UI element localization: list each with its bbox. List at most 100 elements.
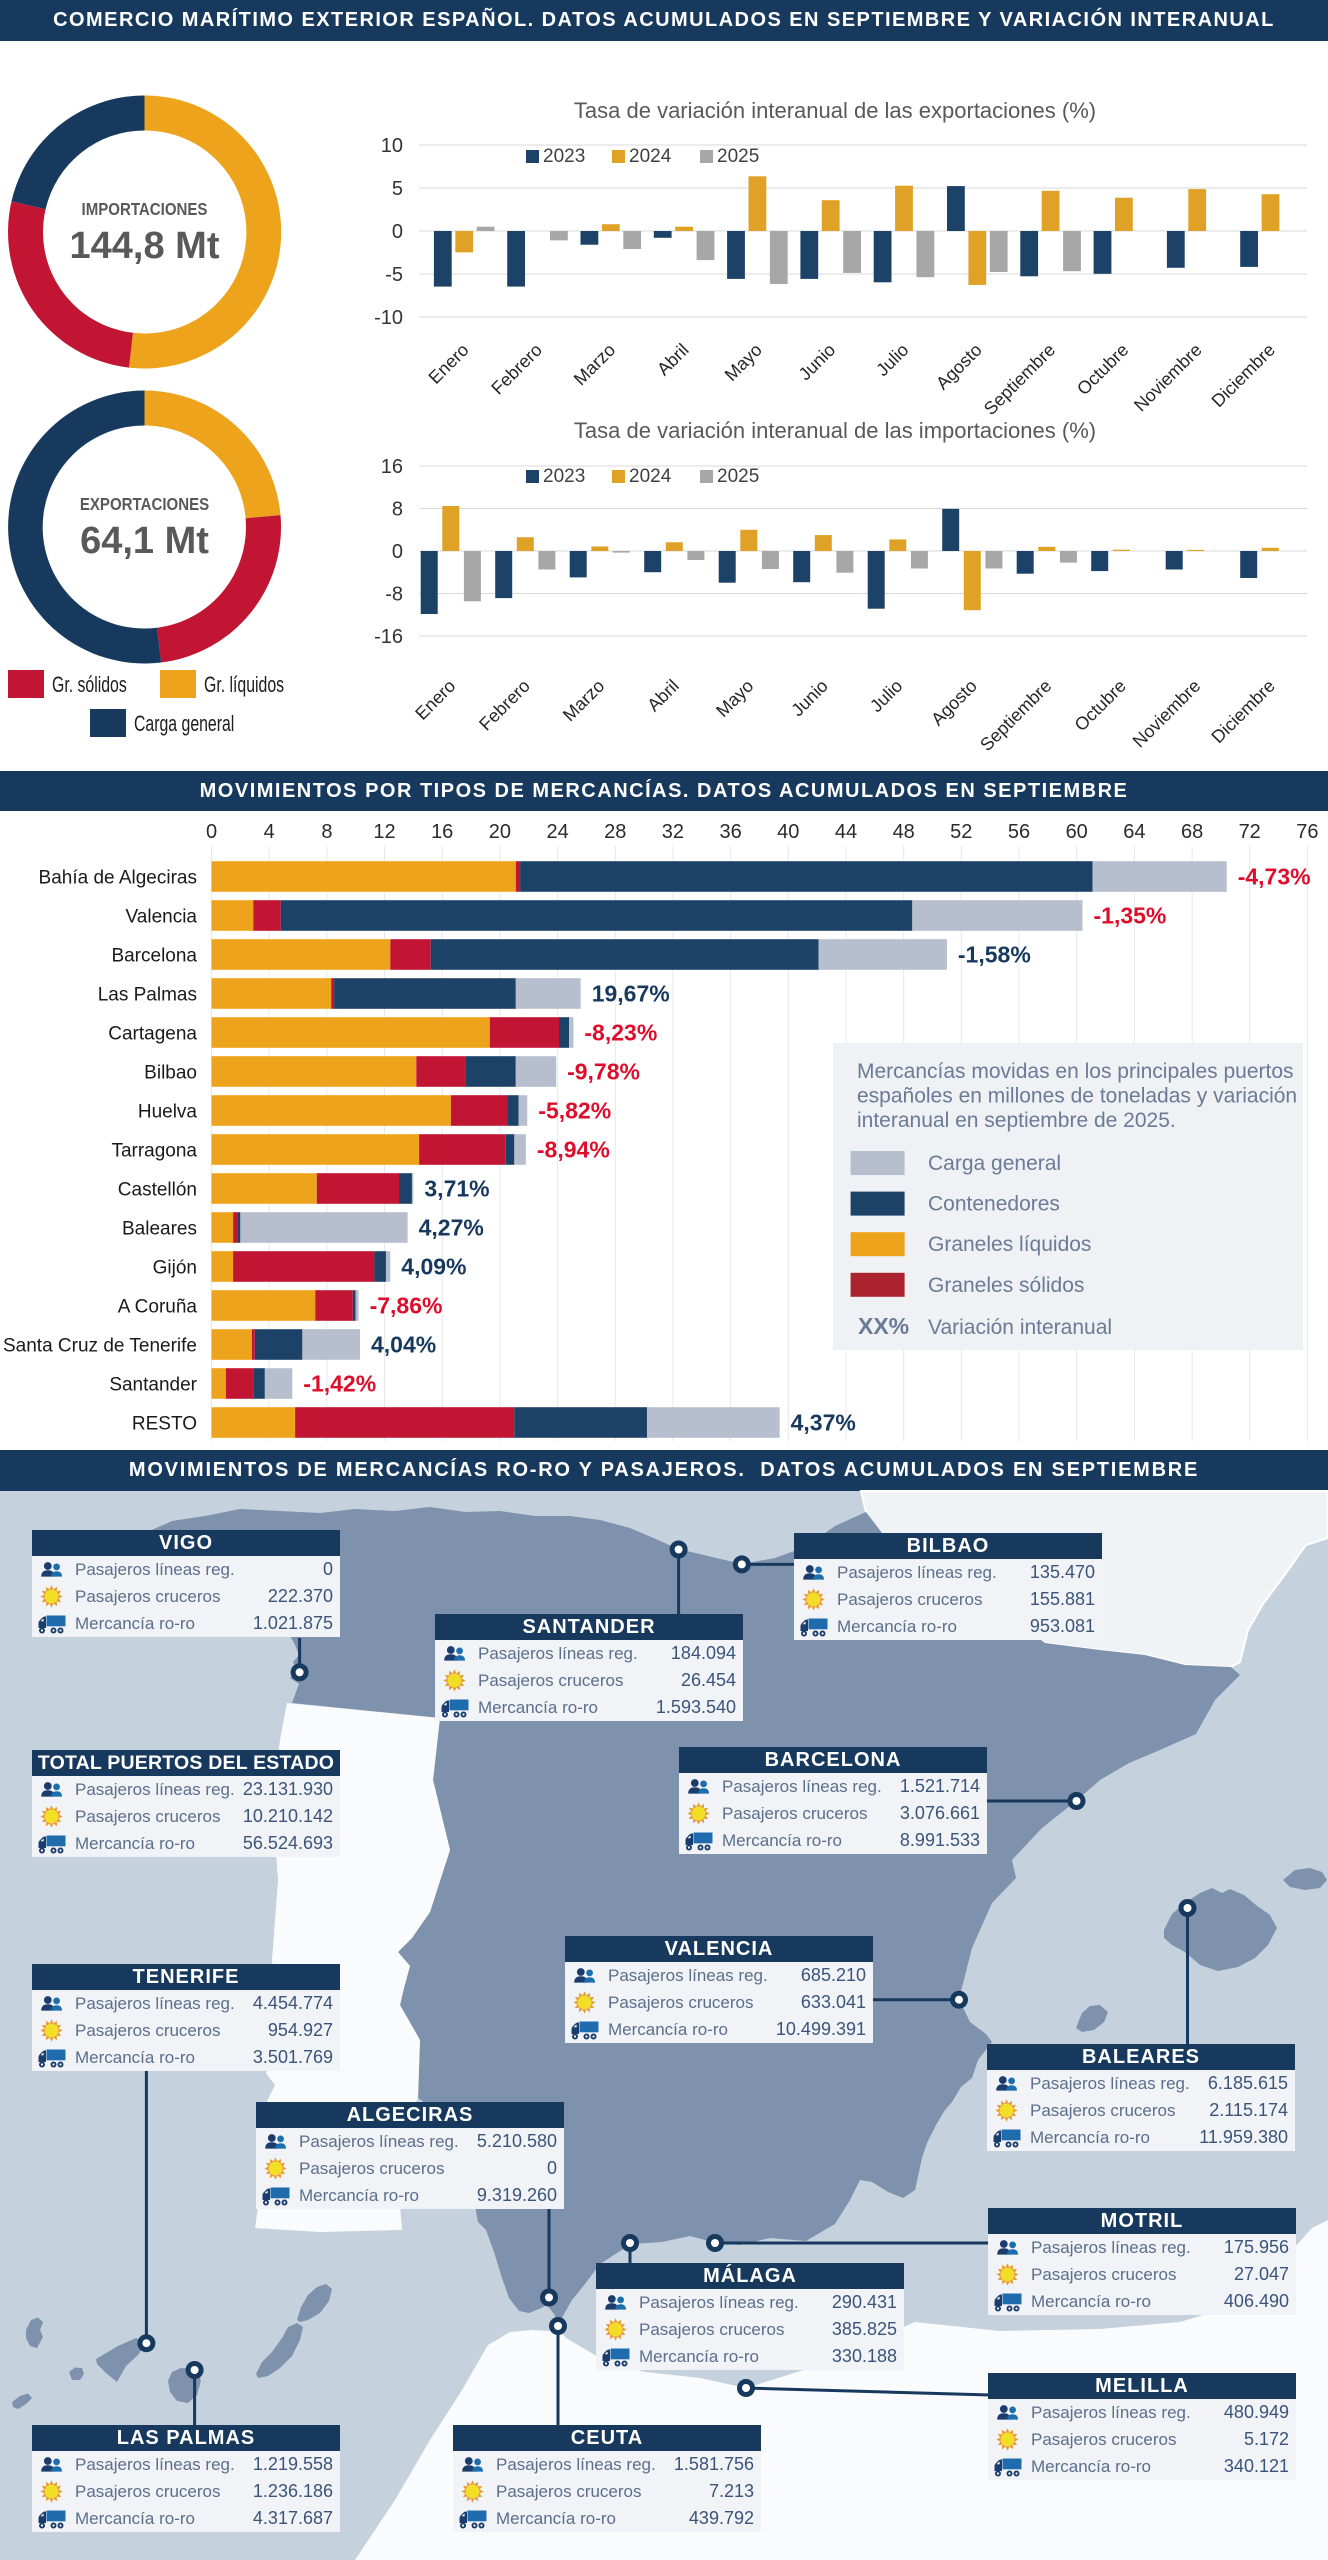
svg-text:Diciembre: Diciembre — [1208, 340, 1279, 411]
svg-text:Bilbao: Bilbao — [144, 1063, 197, 1084]
svg-text:Santa Cruz de Tenerife: Santa Cruz de Tenerife — [3, 1336, 197, 1357]
svg-text:5: 5 — [392, 178, 403, 200]
svg-text:Variación interanual: Variación interanual — [928, 1316, 1112, 1339]
svg-text:Contenedores: Contenedores — [928, 1193, 1060, 1216]
svg-text:4,27%: 4,27% — [419, 1215, 484, 1241]
svg-text:4,04%: 4,04% — [371, 1332, 436, 1358]
svg-text:8: 8 — [392, 499, 403, 521]
svg-text:4,09%: 4,09% — [401, 1254, 466, 1280]
svg-text:52: 52 — [950, 821, 972, 843]
svg-text:3,71%: 3,71% — [424, 1176, 489, 1202]
svg-text:-4,73%: -4,73% — [1238, 864, 1311, 890]
svg-text:48: 48 — [893, 821, 915, 843]
svg-text:28: 28 — [604, 821, 626, 843]
svg-text:XX%: XX% — [858, 1313, 909, 1339]
svg-text:Gr. líquidos: Gr. líquidos — [204, 674, 284, 698]
svg-text:2025: 2025 — [717, 466, 759, 487]
svg-text:Julio: Julio — [866, 676, 906, 716]
svg-text:144,8 Mt: 144,8 Mt — [70, 225, 220, 267]
svg-text:16: 16 — [381, 456, 403, 478]
svg-text:68: 68 — [1181, 821, 1203, 843]
svg-text:Agosto: Agosto — [927, 676, 981, 730]
svg-text:Agosto: Agosto — [932, 340, 986, 394]
svg-text:0: 0 — [392, 221, 403, 243]
svg-text:Graneles líquidos: Graneles líquidos — [928, 1233, 1091, 1256]
svg-text:Tasa de variación interanual d: Tasa de variación interanual de las impo… — [574, 418, 1096, 443]
svg-text:56: 56 — [1008, 821, 1030, 843]
svg-text:Gr. sólidos: Gr. sólidos — [52, 674, 127, 698]
svg-text:4: 4 — [264, 821, 275, 843]
svg-text:Tarragona: Tarragona — [111, 1141, 197, 1162]
svg-text:76: 76 — [1296, 821, 1318, 843]
svg-text:Septiembre: Septiembre — [976, 676, 1055, 755]
svg-text:-1,42%: -1,42% — [303, 1371, 376, 1397]
svg-text:Abril: Abril — [653, 340, 693, 380]
svg-text:Febrero: Febrero — [487, 340, 546, 399]
svg-text:40: 40 — [777, 821, 799, 843]
svg-text:8: 8 — [321, 821, 332, 843]
svg-text:Mayo: Mayo — [721, 340, 766, 385]
svg-text:Enero: Enero — [411, 676, 459, 724]
svg-text:Bahía de Algeciras: Bahía de Algeciras — [39, 868, 197, 889]
svg-text:Abril: Abril — [643, 676, 683, 716]
svg-text:Huelva: Huelva — [138, 1102, 198, 1123]
svg-text:Cartagena: Cartagena — [108, 1024, 197, 1045]
svg-text:Mayo: Mayo — [712, 676, 757, 721]
svg-text:0: 0 — [392, 541, 403, 563]
svg-text:Julio: Julio — [872, 340, 912, 380]
svg-text:A Coruña: A Coruña — [118, 1297, 198, 1318]
svg-text:2023: 2023 — [543, 146, 585, 167]
svg-text:36: 36 — [719, 821, 741, 843]
svg-text:-16: -16 — [374, 626, 403, 648]
svg-text:Marzo: Marzo — [559, 676, 609, 726]
svg-text:Carga general: Carga general — [928, 1152, 1061, 1175]
svg-text:72: 72 — [1239, 821, 1261, 843]
svg-text:19,67%: 19,67% — [592, 981, 670, 1007]
svg-text:Junio: Junio — [795, 340, 840, 385]
svg-text:4,37%: 4,37% — [791, 1410, 856, 1436]
svg-text:0: 0 — [206, 821, 217, 843]
svg-text:60: 60 — [1066, 821, 1088, 843]
svg-text:Valencia: Valencia — [126, 907, 198, 928]
svg-text:Febrero: Febrero — [475, 676, 534, 735]
svg-text:Noviembre: Noviembre — [1129, 676, 1205, 752]
svg-text:32: 32 — [662, 821, 684, 843]
svg-text:-8: -8 — [385, 584, 403, 606]
svg-text:Enero: Enero — [425, 340, 473, 388]
svg-text:Baleares: Baleares — [122, 1219, 197, 1240]
svg-text:Mercancías movidas en los prin: Mercancías movidas en los principales pu… — [857, 1060, 1294, 1083]
svg-text:-5,82%: -5,82% — [538, 1098, 611, 1124]
svg-text:-8,94%: -8,94% — [537, 1137, 610, 1163]
svg-text:2023: 2023 — [543, 466, 585, 487]
svg-text:españoles en millones de tonel: españoles en millones de toneladas y var… — [857, 1085, 1297, 1108]
svg-text:2025: 2025 — [717, 146, 759, 167]
svg-text:64: 64 — [1123, 821, 1145, 843]
svg-text:-1,35%: -1,35% — [1094, 903, 1167, 929]
svg-text:Castellón: Castellón — [118, 1180, 197, 1201]
svg-text:-8,23%: -8,23% — [584, 1020, 657, 1046]
svg-text:Diciembre: Diciembre — [1207, 676, 1278, 747]
svg-text:-5: -5 — [385, 264, 403, 286]
svg-text:10: 10 — [381, 135, 403, 157]
svg-text:interanual en septiembre de 20: interanual en septiembre de 2025. — [857, 1109, 1176, 1132]
svg-text:Las Palmas: Las Palmas — [98, 985, 197, 1006]
svg-text:IMPORTACIONES: IMPORTACIONES — [82, 200, 208, 219]
svg-text:Tasa de variación interanual d: Tasa de variación interanual de las expo… — [574, 98, 1096, 123]
svg-text:Gijón: Gijón — [153, 1258, 197, 1279]
svg-text:44: 44 — [835, 821, 857, 843]
svg-text:-9,78%: -9,78% — [567, 1059, 640, 1085]
svg-text:Noviembre: Noviembre — [1130, 340, 1206, 416]
svg-text:-10: -10 — [374, 307, 403, 329]
svg-text:Carga general: Carga general — [134, 713, 234, 737]
svg-text:16: 16 — [431, 821, 453, 843]
svg-text:24: 24 — [546, 821, 568, 843]
svg-text:-7,86%: -7,86% — [370, 1293, 443, 1319]
svg-text:RESTO: RESTO — [132, 1414, 197, 1435]
svg-text:Marzo: Marzo — [570, 340, 620, 390]
svg-text:64,1 Mt: 64,1 Mt — [80, 520, 209, 562]
svg-text:EXPORTACIONES: EXPORTACIONES — [80, 495, 209, 514]
svg-text:Junio: Junio — [787, 676, 832, 721]
svg-text:2024: 2024 — [629, 466, 672, 487]
svg-text:Octubre: Octubre — [1073, 340, 1132, 399]
svg-text:Graneles sólidos: Graneles sólidos — [928, 1274, 1084, 1297]
